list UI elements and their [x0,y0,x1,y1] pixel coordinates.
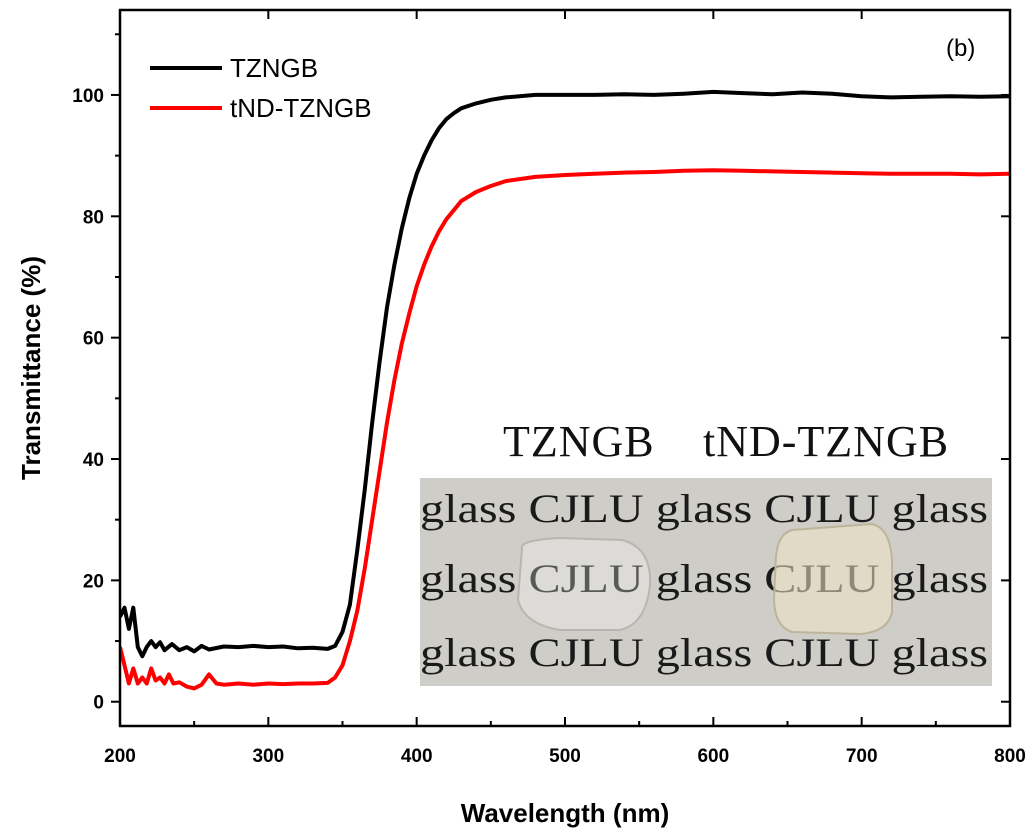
inset-glass-sample-tinted [772,522,893,636]
inset-text-row-1: glass CJLU glass CJLU glass [420,486,988,531]
inset-text-row-2: glass CJLU glass CJLU glass [420,556,988,601]
x-tick-label: 500 [549,746,581,767]
axes: 200 300 400 500 600 700 800 0 20 40 60 80 100 [72,10,1026,767]
y-tick-label: 60 [83,329,104,350]
x-tick-label: 400 [401,746,433,767]
x-tick-label: 300 [252,746,284,767]
series-line-tnd-tzngb [120,168,1010,691]
x-tick-label: 800 [994,746,1026,767]
y-axis-title: Transmittance (%) [16,256,46,480]
y-tick-label: 20 [83,571,104,592]
x-tick-label: 700 [846,746,878,767]
x-axis-title: Wavelength (nm) [461,798,669,828]
inset-sample-label-1: TZNGB [503,417,655,466]
x-tick-label: 600 [697,746,729,767]
y-tick-label: 80 [83,207,104,228]
x-tick-label: 200 [104,746,136,767]
inset-photo-background [420,478,992,686]
legend: TZNGB tND-TZNGB [150,53,372,123]
inset-text-row-3: glass CJLU glass CJLU glass [420,630,988,675]
series-layer [120,89,1010,691]
panel-label: (b) [946,35,975,62]
series-line-tzngb [120,89,1010,659]
inset-photo: TZNGB tND-TZNGB glass CJLU glass CJLU gl… [420,417,992,686]
inset-sample-label-2: tND-TZNGB [703,417,949,466]
y-tick-label: 100 [72,86,104,107]
inset-photo-shade [420,478,992,686]
inset-glass-sample-clear [516,536,652,631]
legend-label-tzngb: TZNGB [230,53,318,83]
y-tick-label: 40 [83,450,104,471]
y-tick-label: 0 [93,693,104,714]
legend-label-tnd-tzngb: tND-TZNGB [230,93,372,123]
